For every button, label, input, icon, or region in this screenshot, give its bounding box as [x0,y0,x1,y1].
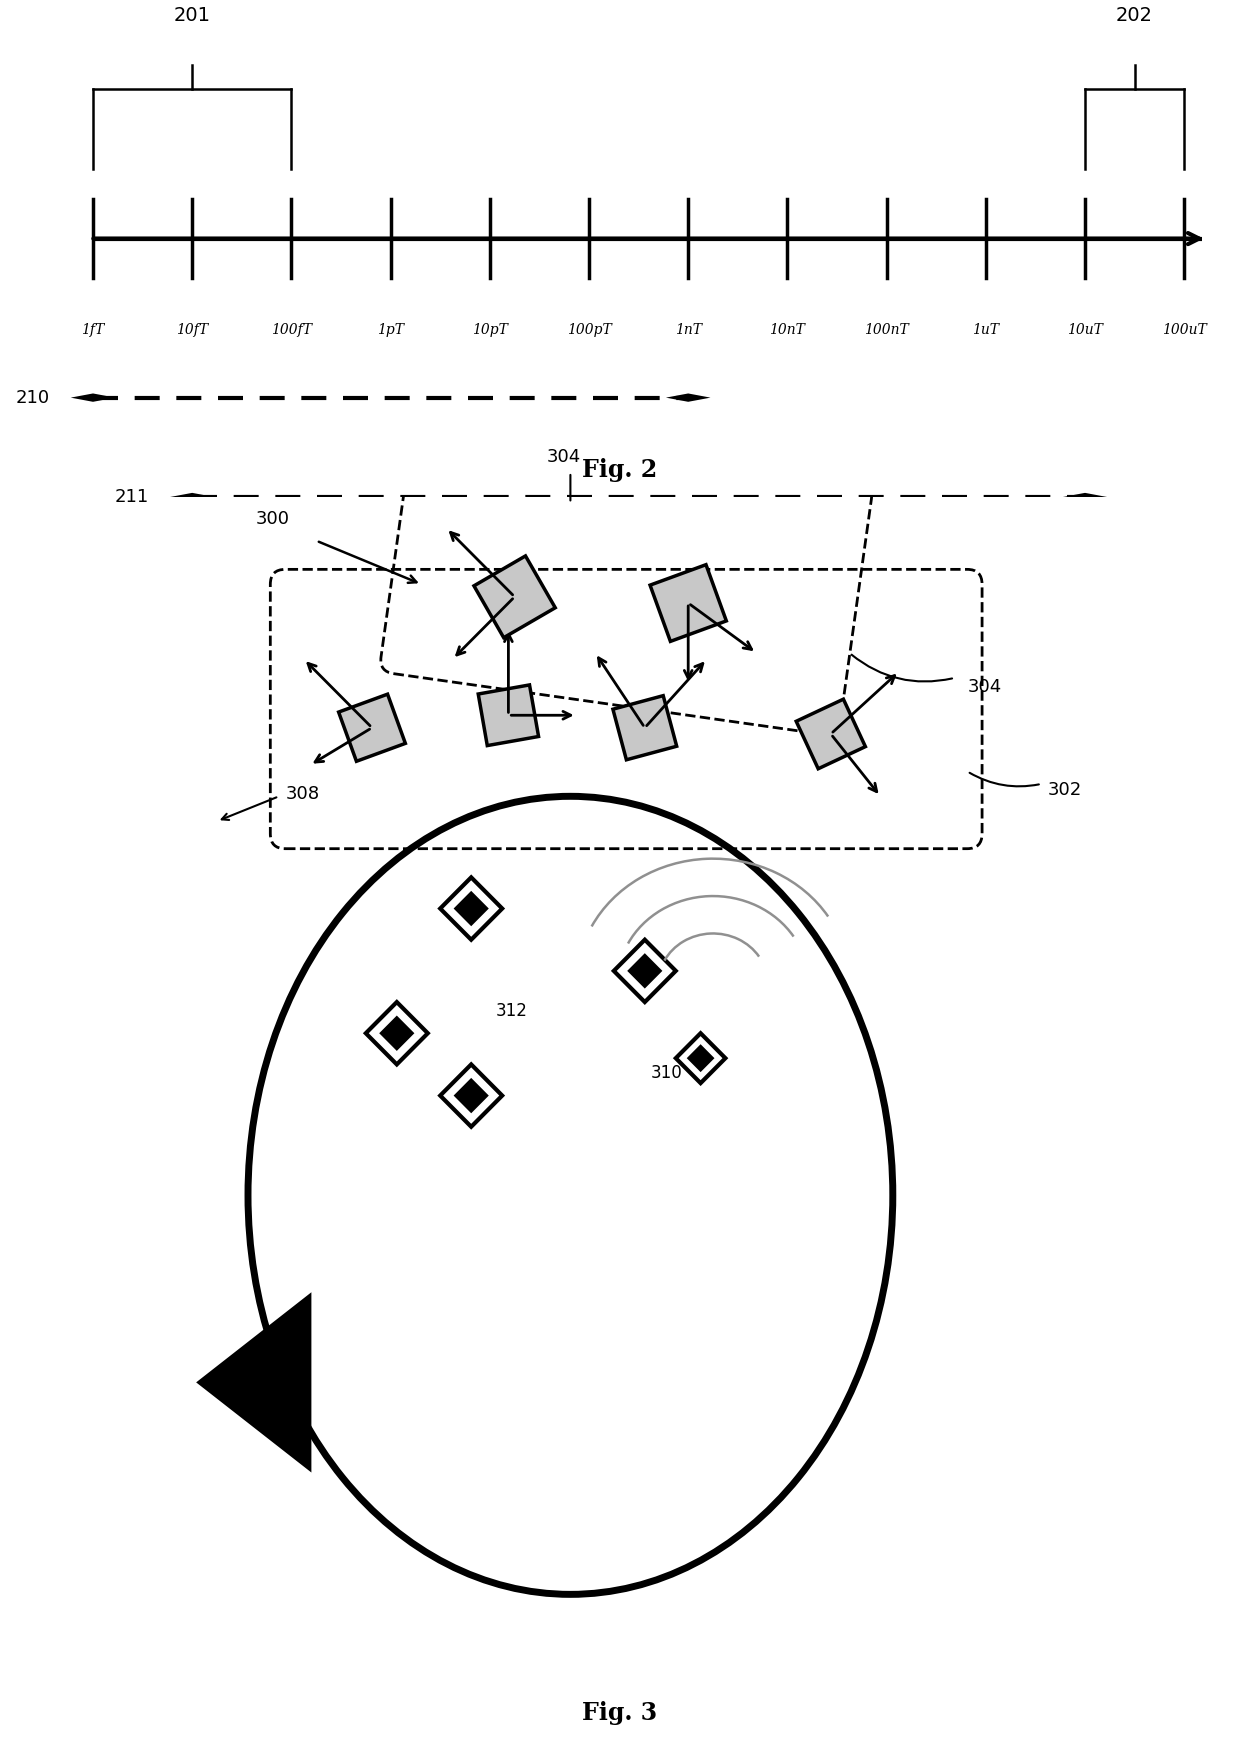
Bar [339,694,405,762]
Ellipse shape [248,797,893,1594]
Text: 304: 304 [547,448,582,466]
Text: 210: 210 [15,389,50,406]
Text: 100uT: 100uT [1162,323,1207,337]
Text: 100pT: 100pT [567,323,611,337]
Polygon shape [629,954,661,987]
Text: 1uT: 1uT [972,323,999,337]
Polygon shape [688,1046,713,1071]
Polygon shape [440,1064,502,1127]
Text: 100nT: 100nT [864,323,909,337]
Text: 1pT: 1pT [377,323,404,337]
Bar [479,685,538,746]
Text: 10pT: 10pT [472,323,507,337]
Polygon shape [366,1003,428,1064]
Text: 201: 201 [174,5,211,24]
Polygon shape [455,1080,487,1111]
Polygon shape [666,394,711,401]
Text: 304: 304 [967,678,1002,696]
Polygon shape [614,940,676,1003]
Text: 10nT: 10nT [770,323,805,337]
Polygon shape [198,1296,310,1470]
Polygon shape [1063,494,1107,501]
Text: Fig. 3: Fig. 3 [583,1702,657,1725]
Bar [613,696,677,760]
Bar [650,565,727,642]
Text: Fig. 2: Fig. 2 [583,459,657,481]
Text: 10fT: 10fT [176,323,208,337]
Text: 300: 300 [255,511,290,528]
Polygon shape [170,494,215,501]
Polygon shape [71,394,115,401]
Bar [474,556,556,638]
Text: 310: 310 [651,1064,683,1083]
Polygon shape [455,893,487,924]
Text: 312: 312 [496,1003,528,1020]
Text: 1nT: 1nT [675,323,702,337]
Text: 100fT: 100fT [270,323,312,337]
Text: 211: 211 [114,488,149,506]
Bar [796,699,866,769]
Polygon shape [440,877,502,940]
Polygon shape [381,1017,413,1050]
Text: 10uT: 10uT [1068,323,1102,337]
Text: 202: 202 [1116,5,1153,24]
Text: 302: 302 [1048,781,1083,799]
Text: 308: 308 [285,785,320,802]
Text: 1fT: 1fT [82,323,104,337]
Polygon shape [676,1032,725,1083]
